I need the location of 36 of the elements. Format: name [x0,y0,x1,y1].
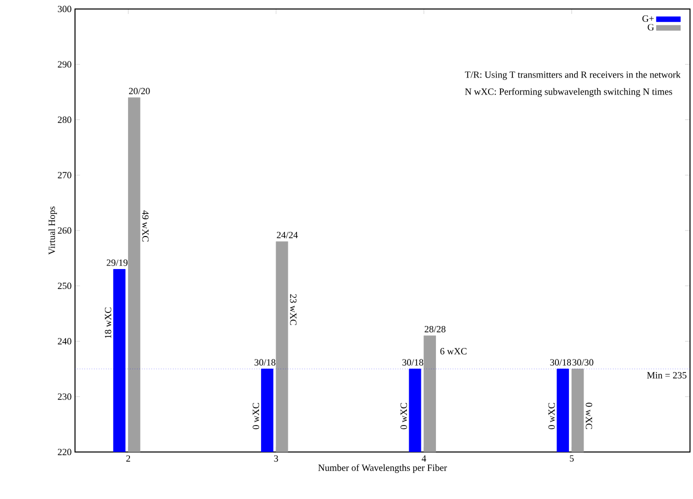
data-label: 24/24 [276,232,298,238]
y-tick-label: 240 [58,338,72,344]
ref-line-label: Min = 235 [647,372,686,378]
y-tick-label: 300 [58,6,72,12]
data-label: 30/18 [254,359,276,366]
annotation: 6 wXC [440,348,466,354]
annotation: 0 wXC [252,402,260,430]
data-label: 30/18 [550,359,572,366]
x-axis-title: Number of Wavelengths per Fiber [318,464,447,473]
y-tick-label: 230 [58,393,72,400]
annotation: 49 wXC [142,210,149,242]
y-axis-title: Virtual Hops [48,206,57,255]
x-tick-label: 3 [274,455,278,462]
legend-label: G [648,24,654,30]
data-label: 30/30 [572,359,594,366]
annotation: 0 wXC [400,402,407,430]
annotation: 0 wXC [586,402,592,430]
data-label: 30/18 [402,359,424,366]
annotation: N wXC: Performing subwavelength switching N times [465,88,672,97]
data-label: 28/28 [424,326,446,332]
x-tick-label: 5 [570,455,574,462]
y-tick-label: 290 [58,61,72,68]
y-tick-label: 280 [58,116,72,123]
annotation: 0 wXC [548,402,555,430]
data-label: 29/19 [106,260,128,266]
data-label: 20/20 [129,88,150,94]
annotation: 18 wXC [104,308,112,338]
annotation: T/R: Using T transmitters and R receivers in the network [464,71,681,80]
annotation: 23 wXC [290,294,296,326]
x-tick-label: 4 [422,455,426,462]
legend-label: G+ [642,15,654,22]
y-tick-label: 260 [58,227,72,234]
y-tick-label: 250 [58,282,72,290]
x-tick-label: 2 [126,455,130,462]
y-tick-label: 220 [58,448,72,456]
y-tick-label: 270 [58,172,72,178]
